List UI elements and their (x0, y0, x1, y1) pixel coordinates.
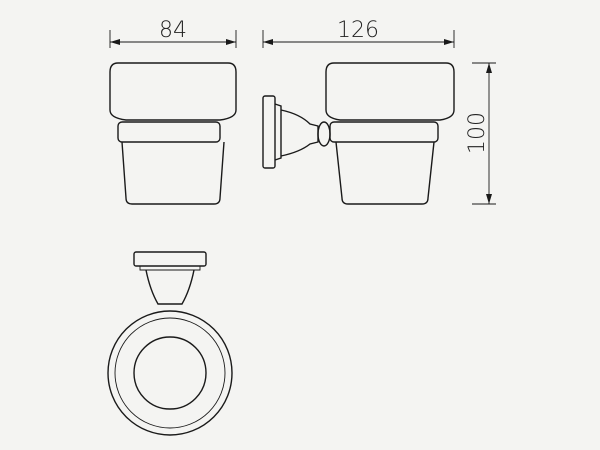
arm-knob (317, 121, 331, 147)
front-view (109, 62, 237, 205)
outer-ring (107, 310, 233, 436)
top-support-arm (145, 269, 195, 305)
top-view (107, 251, 233, 436)
dimension-label-depth: 126 (337, 18, 379, 43)
dimension-depth: 126 (262, 18, 455, 48)
dimension-height: 100 (465, 62, 496, 205)
front-cup-rim (109, 62, 237, 121)
dimension-label-height: 100 (465, 112, 490, 154)
front-holder-ring (117, 121, 221, 143)
side-holder-ring (329, 121, 439, 143)
cup-opening (133, 336, 207, 410)
wall-plate-bevel (274, 103, 282, 161)
top-wall-plate (133, 251, 207, 267)
dimension-label-width: 84 (159, 18, 187, 43)
dimension-width: 84 (109, 18, 237, 48)
side-cup-rim (325, 62, 455, 121)
side-cup-body (335, 141, 435, 205)
top-plate-bevel (139, 266, 201, 271)
side-view (262, 62, 455, 205)
wall-plate (262, 95, 276, 169)
support-arm (280, 109, 319, 157)
front-cup-body (121, 141, 225, 205)
ring-inner-edge (114, 317, 226, 429)
